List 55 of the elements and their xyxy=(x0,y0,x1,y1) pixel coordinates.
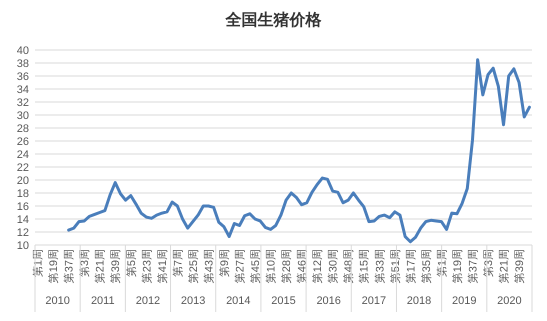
text: 2018 xyxy=(406,295,432,307)
x-tick-label: 第45周 xyxy=(250,249,262,284)
x-tick-label: 第9周 xyxy=(218,249,231,278)
text: 2012 xyxy=(136,295,160,307)
x-tick-label: 第17周 xyxy=(405,249,418,284)
y-tick-label: 14 xyxy=(16,214,29,226)
x-tick-label: 第41周 xyxy=(156,249,169,284)
x-tick-label: 第39周 xyxy=(514,249,526,284)
x-tick-label: 第19周 xyxy=(452,249,464,284)
y-tick-label: 16 xyxy=(16,201,29,213)
text: 2011 xyxy=(90,295,115,307)
x-tick-label: 第19周 xyxy=(48,249,60,284)
text: 2015 xyxy=(271,295,296,307)
y-tick-label: 22 xyxy=(16,162,29,174)
y-tick-label: 26 xyxy=(16,136,29,148)
y-tick-label: 10 xyxy=(16,240,29,252)
x-tick-label: 第28周 xyxy=(281,249,294,284)
x-tick-label: 第7周 xyxy=(172,249,184,278)
text: 2014 xyxy=(226,295,251,307)
y-tick-label: 34 xyxy=(16,84,29,96)
chart-title: 全国生猪价格 xyxy=(224,10,322,29)
text: 2010 xyxy=(45,295,70,307)
x-tick-label: 第10周 xyxy=(266,249,278,284)
text: 2013 xyxy=(180,295,206,307)
text: 2016 xyxy=(316,295,341,307)
y-tick-label: 38 xyxy=(16,58,29,70)
x-tick-label: 第51周 xyxy=(390,249,402,284)
y-tick-label: 30 xyxy=(16,110,29,122)
x-tick-label: 第33周 xyxy=(374,249,386,284)
y-tick-label: 18 xyxy=(16,188,29,200)
x-tick-label: 第25周 xyxy=(188,249,200,284)
x-tick-label: 第46周 xyxy=(296,249,309,284)
x-tick-label: 第39周 xyxy=(110,249,122,284)
y-tick-label: 36 xyxy=(16,71,29,83)
x-tick-label: 第12周 xyxy=(312,249,324,284)
y-tick-label: 28 xyxy=(16,123,29,135)
x-tick-label: 第37周 xyxy=(64,249,76,284)
text: 2017 xyxy=(362,295,386,307)
x-tick-label: 第5周 xyxy=(126,249,138,278)
x-tick-label: 第37周 xyxy=(467,249,480,284)
y-tick-label: 40 xyxy=(16,45,29,57)
y-tick-label: 12 xyxy=(16,227,29,239)
y-tick-label: 24 xyxy=(16,149,29,161)
text: 2020 xyxy=(497,295,522,307)
text: 2019 xyxy=(452,295,476,307)
x-tick-label: 第27周 xyxy=(234,249,246,284)
x-tick-label: 第21周 xyxy=(498,249,511,284)
x-tick-label: 第15周 xyxy=(358,249,371,284)
x-tick-label: 第30周 xyxy=(328,249,340,284)
x-tick-label: 第21周 xyxy=(94,249,107,284)
x-tick-label: 第23周 xyxy=(141,249,154,284)
y-tick-label: 20 xyxy=(16,175,29,187)
x-tick-label: 第43周 xyxy=(203,249,216,284)
x-tick-label: 第35周 xyxy=(420,249,433,284)
y-tick-label: 32 xyxy=(16,97,29,109)
